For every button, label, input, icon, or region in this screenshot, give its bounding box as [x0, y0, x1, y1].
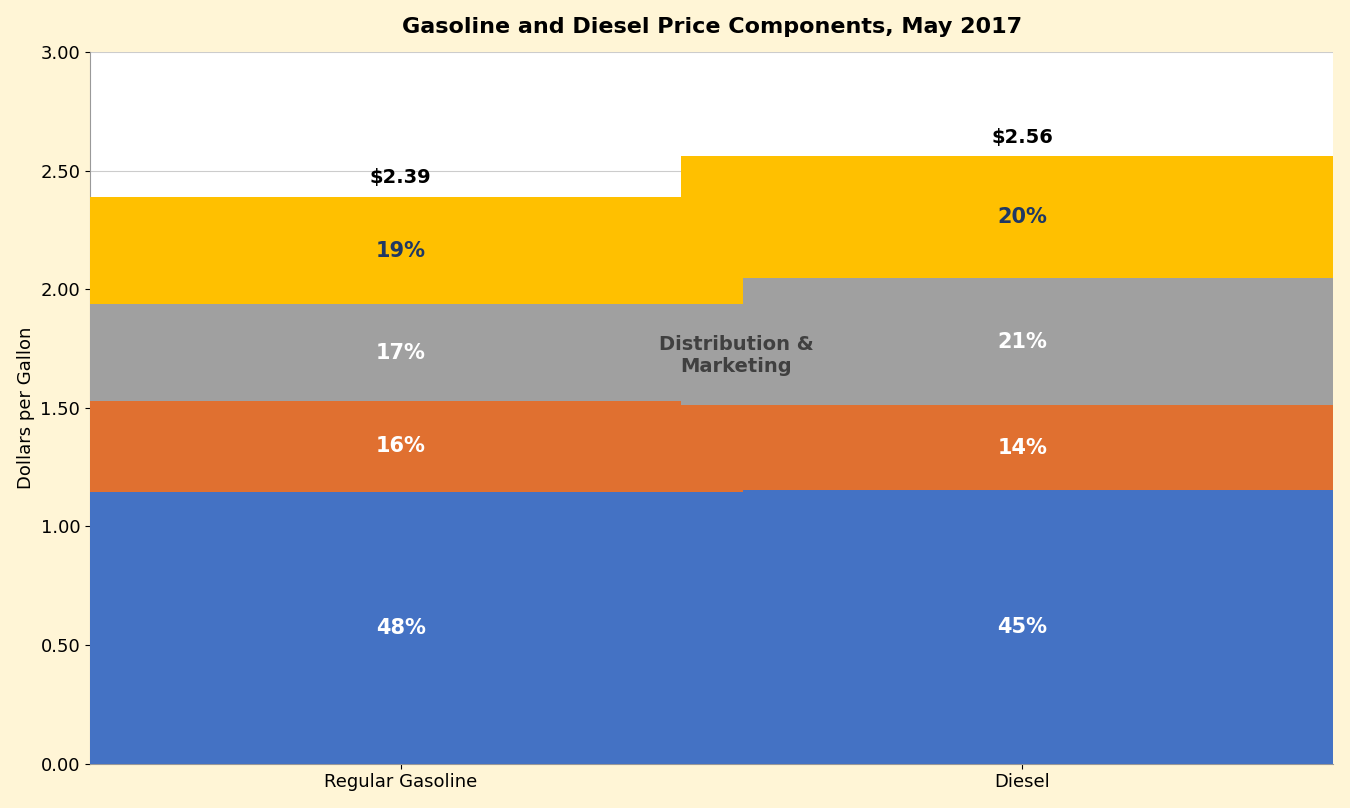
Bar [59, 305, 742, 401]
Text: 17%: 17% [375, 343, 425, 363]
Text: Refining: Refining [691, 446, 783, 465]
Bar [680, 490, 1350, 764]
Text: Crude Oil: Crude Oil [686, 619, 787, 638]
Bar [680, 406, 1350, 490]
Bar [59, 491, 742, 764]
Text: 21%: 21% [998, 331, 1048, 351]
Bar [59, 401, 742, 491]
Y-axis label: Dollars per Gallon: Dollars per Gallon [16, 326, 35, 489]
Text: $2.39: $2.39 [370, 168, 432, 187]
Text: 20%: 20% [998, 207, 1048, 227]
Text: Distribution &
Marketing: Distribution & Marketing [659, 335, 814, 377]
Text: $2.56: $2.56 [991, 128, 1053, 147]
Title: Gasoline and Diesel Price Components, May 2017: Gasoline and Diesel Price Components, Ma… [401, 17, 1022, 36]
Bar [680, 278, 1350, 406]
Bar [59, 197, 742, 305]
Bar [680, 157, 1350, 278]
Text: 48%: 48% [375, 617, 425, 638]
Text: 14%: 14% [998, 438, 1048, 458]
Text: 45%: 45% [998, 617, 1048, 637]
Text: 19%: 19% [375, 241, 425, 261]
Text: Taxes: Taxes [706, 239, 767, 259]
Text: 16%: 16% [375, 436, 425, 457]
